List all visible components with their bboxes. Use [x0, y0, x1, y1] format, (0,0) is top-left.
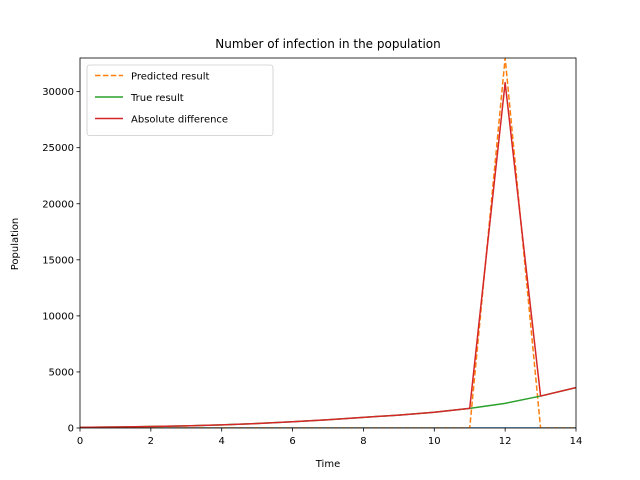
- y-tick-label: 15000: [42, 255, 74, 266]
- y-tick-label: 20000: [42, 199, 74, 210]
- y-tick-label: 5000: [49, 367, 74, 378]
- x-tick-label: 10: [428, 436, 441, 447]
- x-tick-label: 8: [360, 436, 366, 447]
- series-line-2: [80, 81, 576, 428]
- y-tick-label: 10000: [42, 311, 74, 322]
- legend-label: Predicted result: [131, 71, 209, 82]
- plot-area: [79, 57, 577, 429]
- x-tick-label: 6: [289, 436, 295, 447]
- chart-title: Number of infection in the population: [215, 37, 440, 51]
- x-tick-label: 14: [570, 436, 583, 447]
- y-axis-ticks: 0 5000 10000 15000 20000 25000 30000: [42, 87, 80, 435]
- legend-box: [86, 64, 274, 136]
- y-tick-label: 25000: [42, 143, 74, 154]
- y-axis-label: Population: [10, 218, 21, 271]
- x-axis-label: Time: [315, 459, 340, 470]
- plot-frame: [79, 57, 577, 429]
- y-tick-label: 0: [68, 424, 74, 435]
- x-tick-label: 2: [148, 436, 154, 447]
- x-tick-label: 0: [77, 436, 83, 447]
- legend: Predicted result True result Absolute diff…: [86, 64, 274, 136]
- legend-label: True result: [130, 93, 184, 104]
- x-axis-ticks: 0 2 4 6 8 10 12 14: [77, 428, 583, 447]
- x-tick-label: 12: [499, 436, 512, 447]
- legend-label: Absolute difference: [131, 114, 228, 125]
- x-tick-label: 4: [219, 436, 225, 447]
- y-tick-label: 30000: [42, 87, 74, 98]
- series-line-1: [80, 386, 576, 428]
